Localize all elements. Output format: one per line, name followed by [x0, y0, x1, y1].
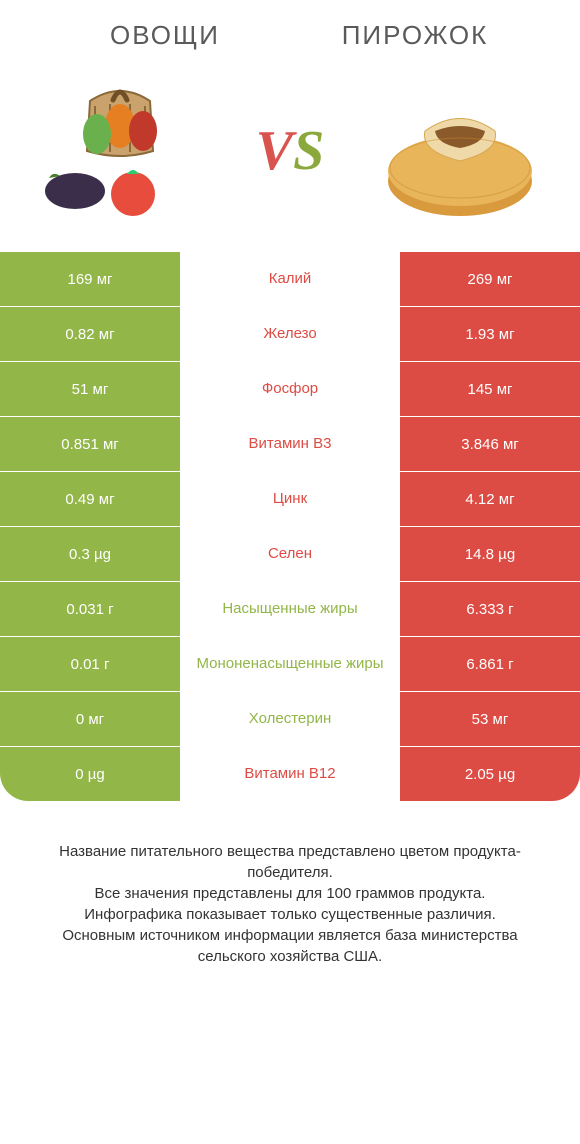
value-left: 169 мг — [0, 252, 180, 306]
table-row: 0.49 мгЦинк4.12 мг — [0, 471, 580, 526]
nutrient-name: Селен — [180, 527, 400, 581]
vs-s: S — [293, 120, 324, 182]
value-right: 1.93 мг — [400, 307, 580, 361]
value-left: 0.82 мг — [0, 307, 180, 361]
value-right: 2.05 µg — [400, 747, 580, 801]
nutrient-name: Холестерин — [180, 692, 400, 746]
nutrient-name: Витамин B3 — [180, 417, 400, 471]
table-row: 169 мгКалий269 мг — [0, 251, 580, 306]
table-row: 51 мгФосфор145 мг — [0, 361, 580, 416]
value-right: 269 мг — [400, 252, 580, 306]
footer-line-3: Инфографика показывает только существенн… — [30, 904, 550, 925]
nutrient-name: Цинк — [180, 472, 400, 526]
vegetables-image — [30, 71, 210, 231]
value-left: 51 мг — [0, 362, 180, 416]
footer-line-4: Основным источником информации является … — [30, 925, 550, 967]
nutrient-name: Насыщенные жиры — [180, 582, 400, 636]
table-row: 0.82 мгЖелезо1.93 мг — [0, 306, 580, 361]
footer-notes: Название питательного вещества представл… — [0, 801, 580, 967]
value-right: 6.861 г — [400, 637, 580, 691]
nutrient-name: Фосфор — [180, 362, 400, 416]
vs-v: V — [256, 120, 293, 182]
value-left: 0.3 µg — [0, 527, 180, 581]
value-left: 0 мг — [0, 692, 180, 746]
table-row: 0 µgВитамин B122.05 µg — [0, 746, 580, 801]
header: ОВОЩИ ПИРОЖОК — [0, 0, 580, 61]
table-row: 0.01 гМононенасыщенные жиры6.861 г — [0, 636, 580, 691]
value-left: 0.49 мг — [0, 472, 180, 526]
value-right: 6.333 г — [400, 582, 580, 636]
nutrient-name: Железо — [180, 307, 400, 361]
table-row: 0.3 µgСелен14.8 µg — [0, 526, 580, 581]
value-left: 0.851 мг — [0, 417, 180, 471]
footer-line-2: Все значения представлены для 100 граммо… — [30, 883, 550, 904]
images-row: VS — [0, 61, 580, 251]
footer-line-1: Название питательного вещества представл… — [30, 841, 550, 883]
pie-image — [370, 71, 550, 231]
value-left: 0.01 г — [0, 637, 180, 691]
value-left: 0 µg — [0, 747, 180, 801]
nutrient-name: Витамин B12 — [180, 747, 400, 801]
table-row: 0.031 гНасыщенные жиры6.333 г — [0, 581, 580, 636]
table-row: 0 мгХолестерин53 мг — [0, 691, 580, 746]
vs-badge: VS — [256, 123, 325, 179]
value-right: 14.8 µg — [400, 527, 580, 581]
title-left: ОВОЩИ — [40, 20, 290, 51]
table-row: 0.851 мгВитамин B33.846 мг — [0, 416, 580, 471]
value-left: 0.031 г — [0, 582, 180, 636]
nutrition-table: 169 мгКалий269 мг0.82 мгЖелезо1.93 мг51 … — [0, 251, 580, 801]
value-right: 3.846 мг — [400, 417, 580, 471]
nutrient-name: Калий — [180, 252, 400, 306]
nutrient-name: Мононенасыщенные жиры — [180, 637, 400, 691]
value-right: 145 мг — [400, 362, 580, 416]
value-right: 4.12 мг — [400, 472, 580, 526]
title-right: ПИРОЖОК — [290, 20, 540, 51]
value-right: 53 мг — [400, 692, 580, 746]
